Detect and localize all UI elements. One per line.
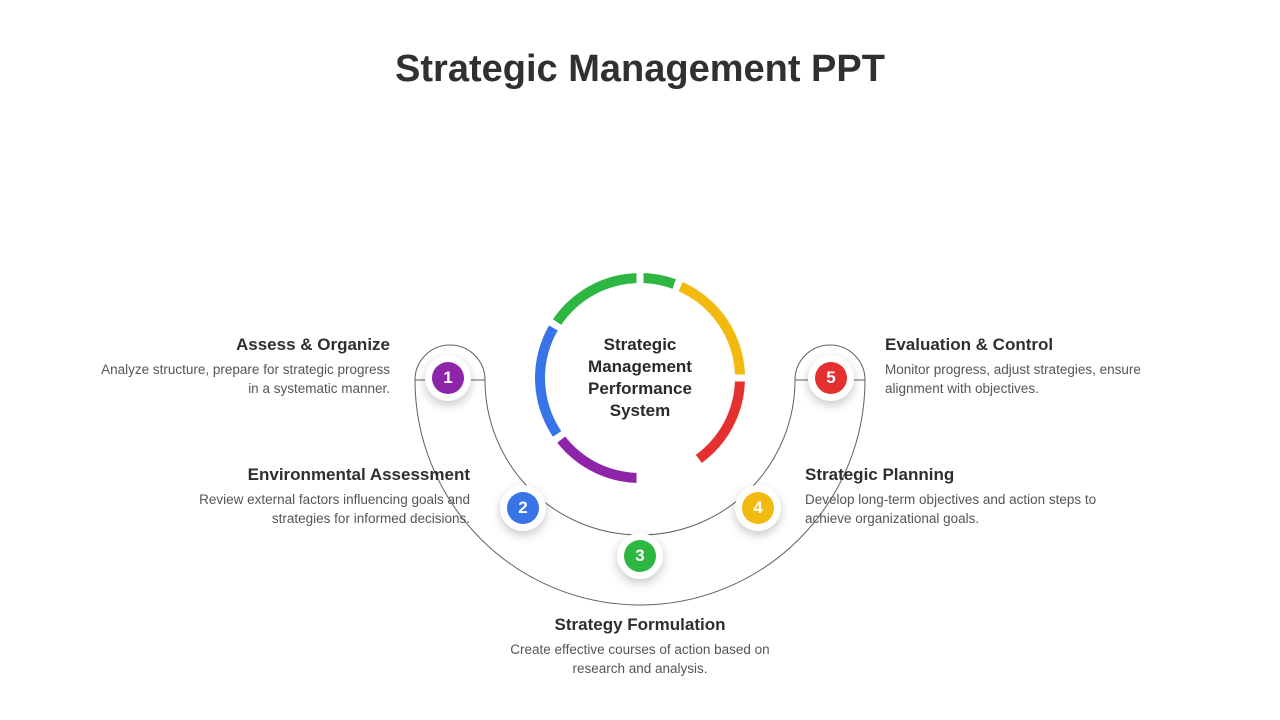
step-text-4: Strategic Planning Develop long-term obje… [805,465,1105,529]
step-text-3: Strategy Formulation Create effective cou… [490,615,790,679]
step-text-1: Assess & Organize Analyze structure, prep… [90,335,390,399]
step-title: Evaluation & Control [885,335,1185,355]
step-title: Strategic Planning [805,465,1105,485]
step-badge-1: 1 [425,355,471,401]
strategic-management-diagram: Strategic Management Performance System … [400,285,880,655]
step-number: 4 [742,492,774,524]
step-number: 3 [624,540,656,572]
step-desc: Review external factors influencing goal… [170,491,470,529]
step-number: 5 [815,362,847,394]
step-title: Environmental Assessment [170,465,470,485]
slide-title: Strategic Management PPT [0,48,1280,91]
center-ring: Strategic Management Performance System [535,273,745,483]
step-desc: Analyze structure, prepare for strategic… [90,361,390,399]
step-badge-4: 4 [735,485,781,531]
step-badge-5: 5 [808,355,854,401]
center-label: Strategic Management Performance System [545,283,735,473]
step-text-5: Evaluation & Control Monitor progress, ad… [885,335,1185,399]
step-badge-2: 2 [500,485,546,531]
step-desc: Monitor progress, adjust strategies, ens… [885,361,1185,399]
step-desc: Develop long-term objectives and action … [805,491,1105,529]
step-badge-3: 3 [617,533,663,579]
step-desc: Create effective courses of action based… [490,641,790,679]
step-number: 2 [507,492,539,524]
step-text-2: Environmental Assessment Review external … [170,465,470,529]
step-number: 1 [432,362,464,394]
step-title: Assess & Organize [90,335,390,355]
step-title: Strategy Formulation [490,615,790,635]
